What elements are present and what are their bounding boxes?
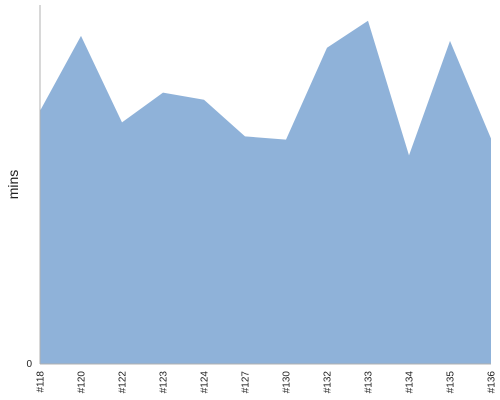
data-point: [489, 137, 493, 141]
data-point: [366, 19, 370, 23]
y-axis-title: mins: [5, 170, 21, 200]
x-tick-label: #135: [446, 371, 457, 394]
x-tick-label: #132: [323, 371, 334, 394]
x-tick-label: #123: [159, 371, 170, 394]
y-axis-ticks: 0: [26, 359, 32, 370]
data-point: [407, 153, 411, 157]
data-point: [448, 39, 452, 43]
area-series: [40, 20, 491, 365]
data-point: [161, 91, 165, 95]
x-tick-label: #133: [364, 371, 375, 394]
plot-area: [40, 19, 493, 365]
y-tick-label: 0: [26, 359, 32, 370]
x-tick-label: #122: [118, 371, 129, 394]
data-point: [284, 138, 288, 142]
data-point: [202, 98, 206, 102]
x-tick-label: #136: [487, 371, 498, 394]
data-point: [243, 134, 247, 138]
x-tick-label: #127: [241, 371, 252, 394]
x-tick-label: #124: [200, 371, 211, 394]
x-axis-ticks: #118 #120 #122 #123 #124 #127 #130 #132 #133 #134…: [36, 371, 498, 394]
data-point: [120, 120, 124, 124]
x-tick-label: #120: [77, 371, 88, 394]
x-tick-label: #130: [282, 371, 293, 394]
x-tick-label: #118: [36, 371, 47, 393]
data-point: [79, 34, 83, 38]
data-point: [325, 46, 329, 50]
x-tick-label: #134: [405, 371, 416, 394]
